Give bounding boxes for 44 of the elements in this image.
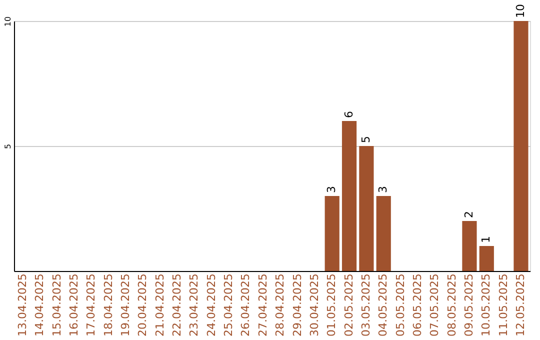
x-tick-label: 10.05.2025 — [480, 274, 493, 336]
x-tick-label: 19.04.2025 — [119, 274, 132, 336]
bar — [479, 246, 494, 271]
x-tick-label: 18.04.2025 — [102, 274, 115, 336]
x-tick-label: 24.04.2025 — [204, 274, 218, 336]
data-label: 1 — [480, 236, 493, 243]
data-label: 6 — [342, 111, 356, 118]
data-label: 3 — [376, 186, 390, 193]
data-label: 10 — [514, 4, 527, 18]
data-label: 2 — [462, 211, 476, 218]
x-tick-label: 08.05.2025 — [445, 274, 458, 336]
x-tick-label: 22.04.2025 — [170, 274, 184, 336]
bar — [376, 196, 391, 271]
x-tick-label: 06.05.2025 — [410, 274, 424, 336]
x-tick-label: 01.05.2025 — [325, 274, 338, 336]
x-tick-label: 05.05.2025 — [394, 274, 407, 336]
bar — [359, 146, 374, 271]
bar — [324, 196, 340, 271]
x-tick-label: 04.05.2025 — [376, 274, 390, 336]
data-label: 5 — [359, 136, 372, 143]
x-tick-label: 29.04.2025 — [290, 274, 304, 336]
x-tick-label: 23.04.2025 — [188, 274, 201, 336]
x-tick-label: 13.04.2025 — [16, 274, 30, 336]
x-tick-label: 26.04.2025 — [239, 274, 252, 336]
x-tick-label: 12.05.2025 — [514, 274, 527, 336]
x-tick-label: 03.05.2025 — [359, 274, 372, 336]
x-tick-label: 02.05.2025 — [342, 274, 356, 336]
x-tick-label: 17.04.2025 — [84, 274, 98, 336]
x-tick-label: 15.04.2025 — [50, 274, 64, 336]
x-tick-label: 16.04.2025 — [68, 274, 81, 336]
x-tick-label: 28.04.2025 — [274, 274, 287, 336]
x-tick-label: 30.04.2025 — [308, 274, 321, 336]
x-tick-label: 14.04.2025 — [33, 274, 46, 336]
x-tick-label: 27.04.2025 — [256, 274, 270, 336]
x-tick-label: 25.04.2025 — [222, 274, 236, 336]
x-tick-label: 21.04.2025 — [153, 274, 166, 336]
bar — [514, 21, 528, 271]
x-tick-label: 07.05.2025 — [428, 274, 442, 336]
bar — [342, 121, 357, 271]
x-tick-label: 09.05.2025 — [462, 274, 476, 336]
x-tick-label: 11.05.2025 — [496, 274, 510, 336]
bar — [462, 221, 477, 271]
x-tick-label: 20.04.2025 — [136, 274, 150, 336]
data-label: 3 — [325, 186, 338, 193]
